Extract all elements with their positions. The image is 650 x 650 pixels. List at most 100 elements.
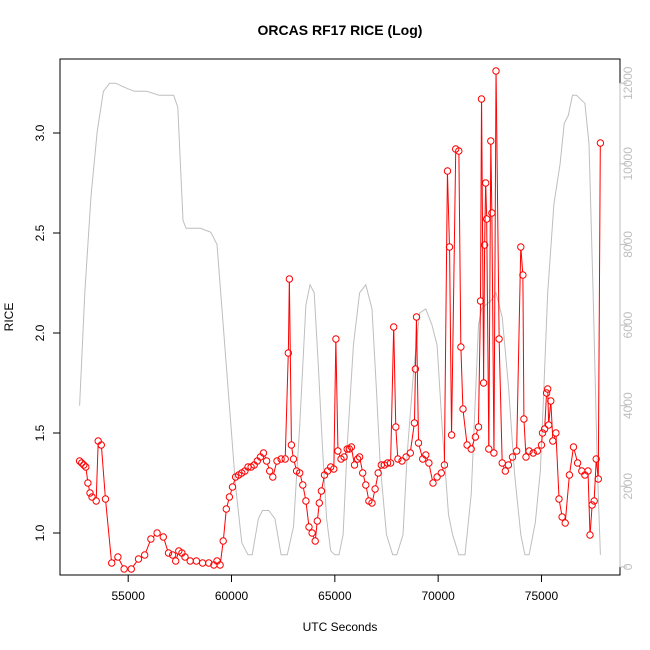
x-axis: 55000 60000 65000 70000 75000: [112, 574, 558, 603]
rice-point: [334, 447, 342, 455]
rice-point: [269, 473, 277, 481]
rice-point: [565, 471, 574, 479]
rice-line-segment: [414, 372, 416, 420]
rice-line-segment: [520, 250, 524, 272]
y-axis-right: 0 2000 4000 6000 8000 10000 12000: [619, 66, 635, 570]
rice-point: [392, 423, 400, 431]
rice-point: [383, 459, 392, 467]
rice-point: [586, 531, 594, 539]
rice-point: [479, 379, 488, 387]
y-tick-label: 1.0: [33, 524, 47, 541]
rice-point: [302, 497, 310, 505]
rice-line-segment: [484, 186, 487, 242]
rice-point: [296, 469, 304, 477]
rice-line-segment: [351, 450, 355, 462]
rice-line-segment: [451, 152, 457, 432]
rice-point: [219, 537, 227, 545]
rice-line-segment: [220, 544, 224, 562]
rice-point: [485, 445, 493, 453]
rice-point: [501, 467, 509, 475]
rice-line-segment: [118, 559, 123, 567]
rice-point: [410, 419, 419, 427]
rice-point: [345, 445, 353, 453]
rice-point: [537, 441, 546, 449]
y2-tick-label: 10000: [621, 147, 635, 181]
rice-line-segment: [480, 102, 482, 298]
rice-line-segment: [548, 404, 551, 422]
x-tick-label: 65000: [318, 589, 352, 603]
rice-line-segment: [305, 504, 310, 524]
rice-point: [483, 215, 491, 223]
rice-point: [488, 209, 496, 217]
rice-line-segment: [483, 248, 486, 380]
rice-point: [315, 499, 323, 507]
rice-line-segment: [291, 448, 294, 456]
rice-line-segment: [522, 278, 525, 416]
rice-line-segment: [145, 542, 151, 552]
rice-line-segment: [372, 492, 375, 500]
rice-line-segment: [442, 468, 444, 470]
rice-point: [114, 553, 122, 561]
rice-line-segment: [101, 448, 106, 496]
rice-line-segment: [226, 500, 230, 506]
rice-point: [228, 483, 237, 491]
rice-point: [590, 497, 598, 505]
rice-point: [504, 461, 513, 469]
rice-point: [273, 457, 281, 465]
rice-point: [78, 459, 86, 467]
rice-point: [390, 323, 398, 331]
rice-line-segment: [569, 450, 574, 472]
rice-point: [545, 421, 553, 429]
rice-point: [425, 459, 433, 467]
rice-line-segment: [344, 452, 347, 454]
rice-line-segment: [85, 470, 88, 480]
rice-point: [281, 455, 289, 463]
rice-point: [471, 433, 480, 441]
rice-point: [159, 533, 168, 541]
rice-point: [225, 493, 234, 501]
rice-line-segment: [458, 154, 462, 344]
rice-point: [330, 465, 338, 473]
rice-line-segment: [596, 462, 599, 476]
rice-point: [82, 463, 90, 471]
rice-point: [558, 513, 566, 521]
rice-line-segment: [176, 554, 179, 558]
rice-point: [445, 243, 454, 251]
rice-line-segment: [395, 430, 399, 456]
rice-line-segment: [523, 422, 527, 454]
rice-point: [386, 459, 395, 467]
altitude-line: [79, 82, 601, 556]
rice-line-segment: [312, 535, 315, 539]
rice-line-segment: [460, 350, 464, 406]
rice-point: [347, 443, 356, 451]
rice-line-segment: [449, 250, 452, 432]
rice-point: [86, 489, 94, 497]
rice-point: [588, 501, 596, 509]
rice-point: [181, 553, 189, 561]
rice-point: [362, 481, 370, 489]
rice-line-segment: [502, 465, 505, 469]
rice-line-segment: [555, 436, 560, 496]
rice-point: [538, 429, 547, 437]
rice-point: [84, 479, 92, 487]
rice-line-segment: [475, 430, 478, 434]
rice-line-segment: [426, 458, 429, 460]
rice-line-segment: [317, 506, 320, 518]
rice-line-segment: [273, 464, 277, 474]
rice-point: [134, 555, 143, 563]
rice-line-segment: [267, 464, 270, 468]
rice-line-segment: [462, 412, 468, 442]
rice-point: [284, 349, 292, 357]
rice-line-segment: [303, 488, 306, 498]
rice-line-segment: [335, 342, 339, 448]
rice-line-segment: [493, 74, 497, 450]
rice-point: [305, 523, 313, 531]
rice-point: [353, 455, 362, 463]
rice-point: [525, 447, 533, 455]
rice-point: [477, 95, 486, 103]
rice-line-segment: [578, 465, 581, 469]
rice-point: [205, 559, 213, 567]
rice-line-segment: [490, 144, 493, 210]
rice-point: [596, 139, 605, 147]
